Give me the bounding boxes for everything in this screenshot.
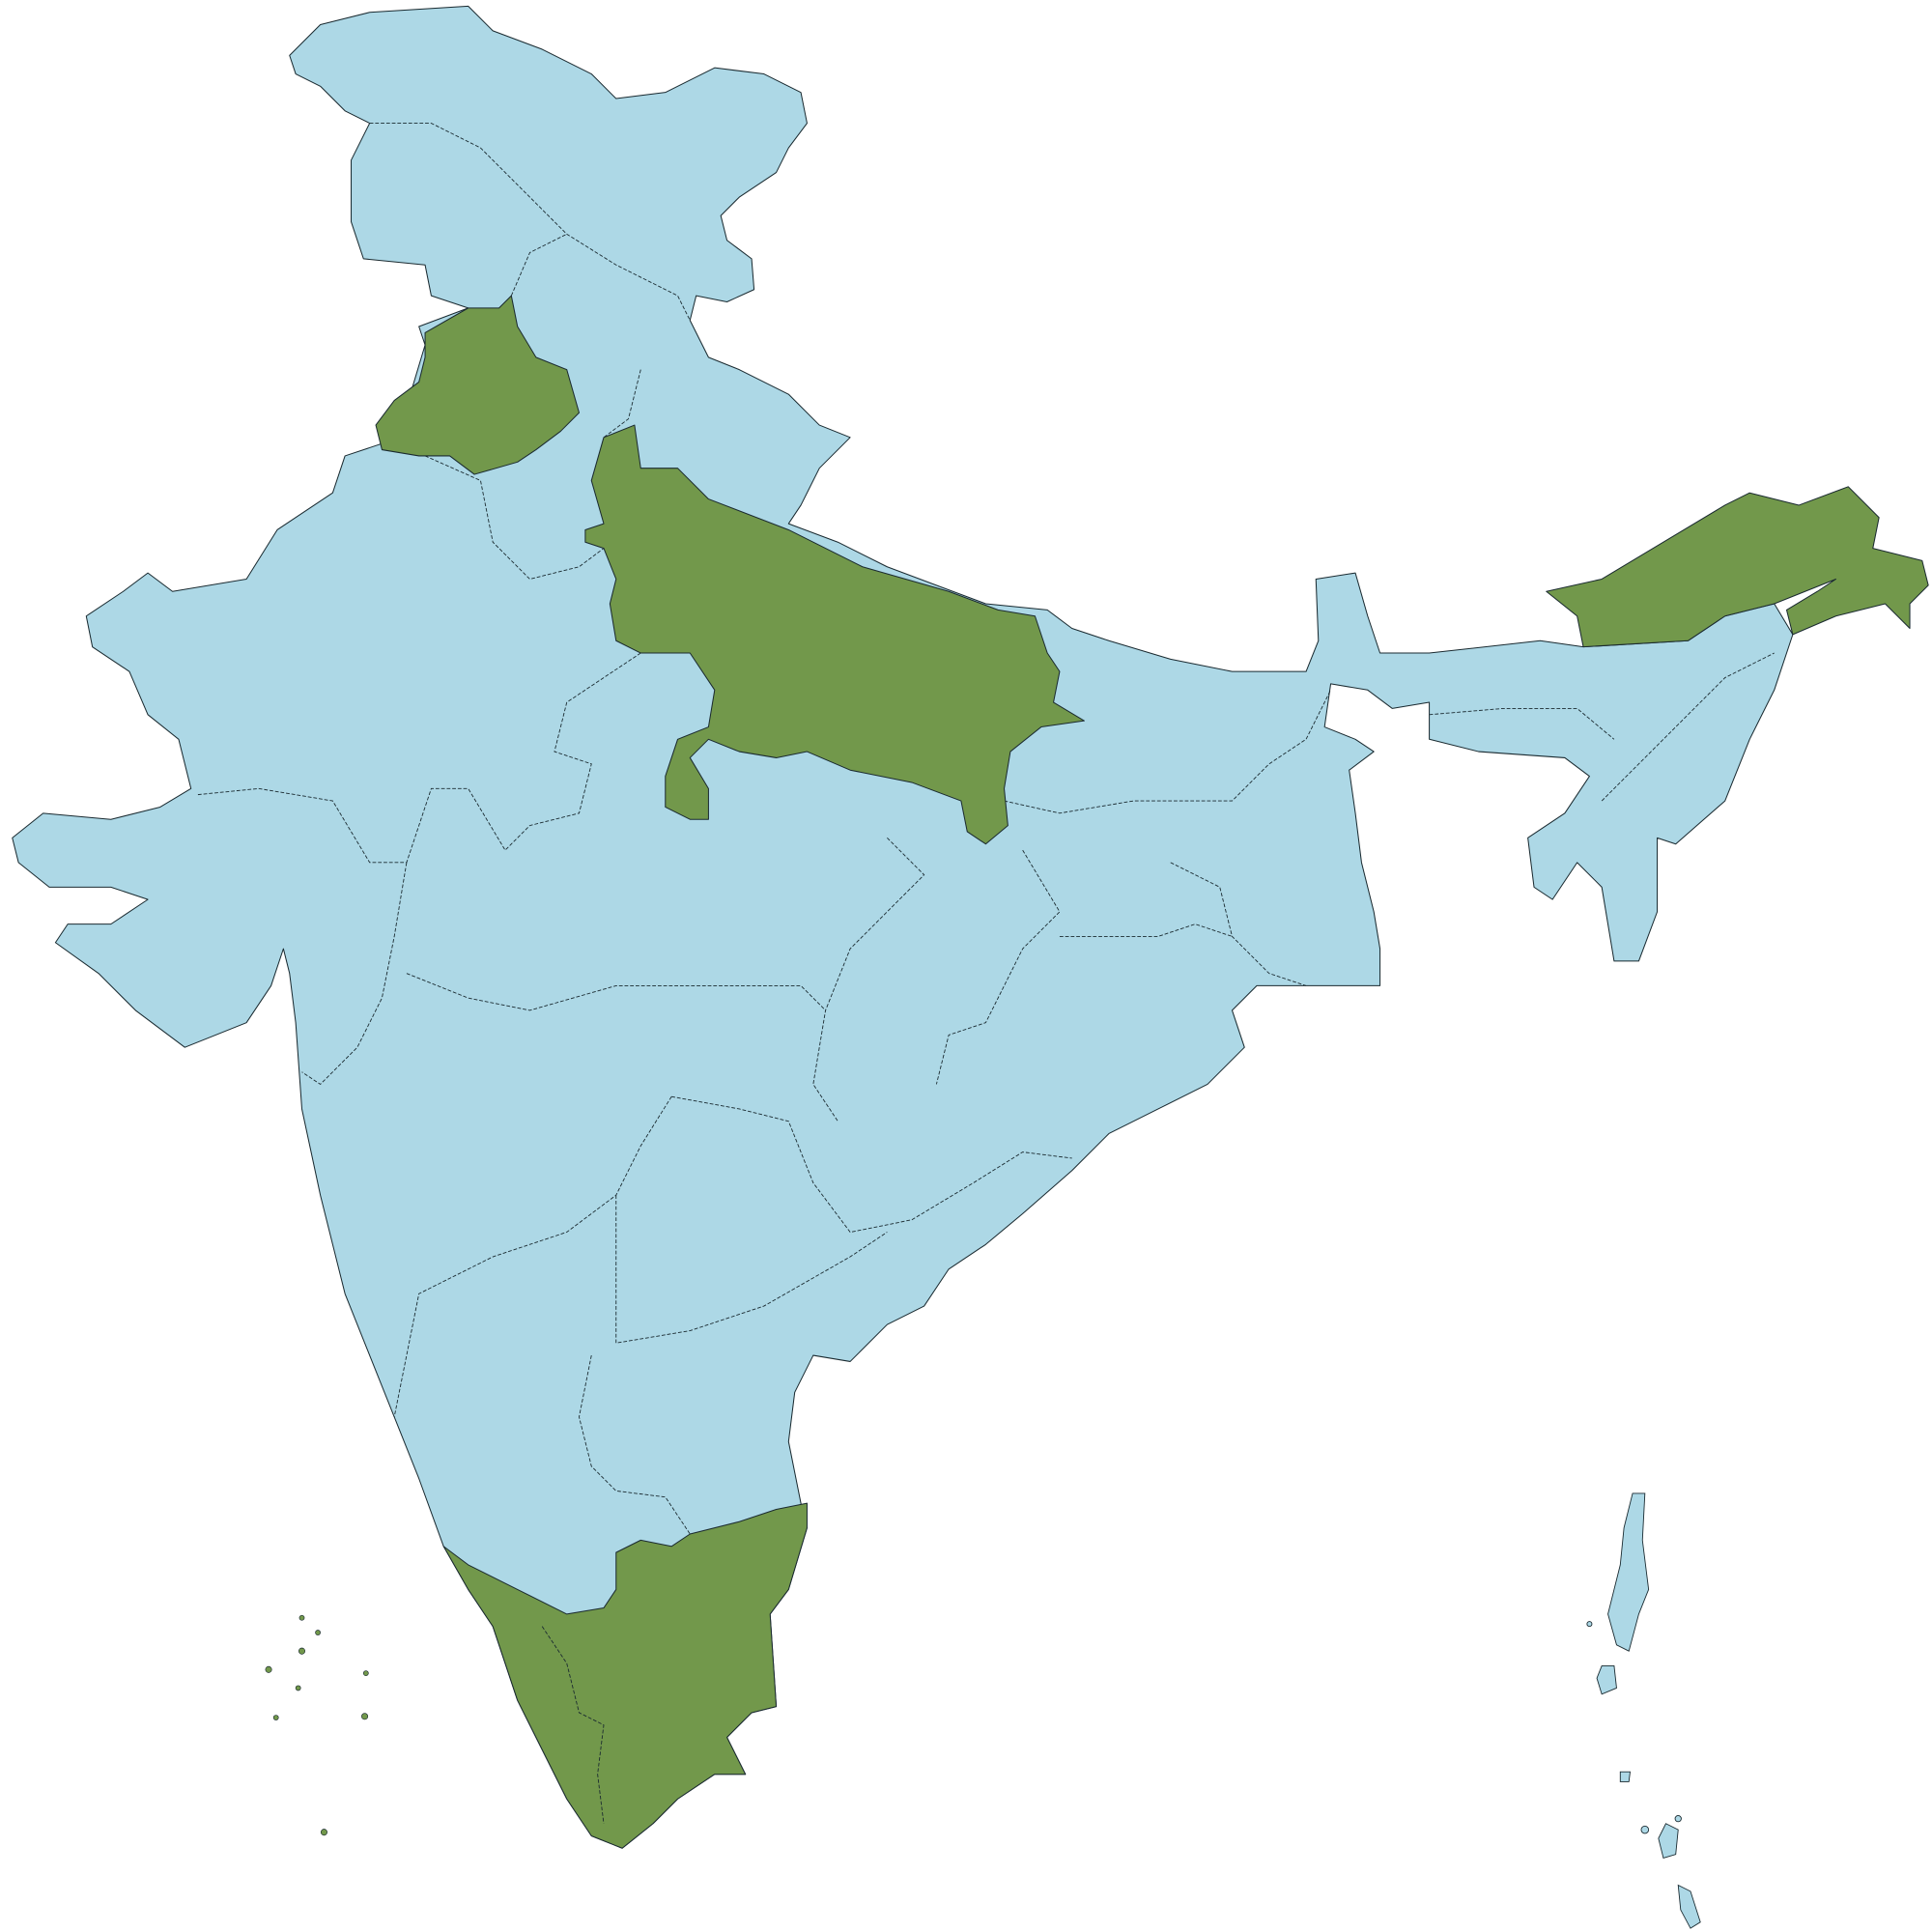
highlighted-region-north-east xyxy=(1546,486,1929,648)
state-border xyxy=(603,369,641,439)
state-border xyxy=(1601,652,1775,802)
island xyxy=(272,1715,279,1720)
island xyxy=(320,1829,327,1836)
island xyxy=(315,1630,321,1635)
island xyxy=(265,1665,272,1673)
state-border xyxy=(406,973,826,1011)
highlighted-region-north xyxy=(584,424,1085,845)
base-islands-east xyxy=(1586,1492,1701,1929)
island xyxy=(1658,1823,1679,1860)
state-border xyxy=(1059,923,1233,937)
state-border xyxy=(579,1354,691,1535)
island xyxy=(298,1614,305,1621)
internal-borders xyxy=(197,123,1775,1535)
highlighted-regions xyxy=(265,295,1929,1849)
island xyxy=(1640,1825,1650,1834)
state-border xyxy=(510,233,567,297)
state-border xyxy=(197,652,641,864)
state-border xyxy=(393,1095,672,1417)
state-border xyxy=(1004,690,1331,814)
island xyxy=(295,1685,301,1691)
highlighted-region-north-west xyxy=(375,295,580,475)
highlighted-region-south xyxy=(442,1502,808,1849)
island xyxy=(298,1647,306,1655)
state-border xyxy=(671,1095,1072,1234)
island xyxy=(1674,1815,1682,1823)
island xyxy=(1607,1492,1650,1652)
island xyxy=(1677,1884,1701,1929)
state-border xyxy=(301,862,408,1086)
state-border xyxy=(812,838,925,1122)
state-border xyxy=(369,123,691,321)
island xyxy=(362,1670,369,1677)
island xyxy=(361,1713,369,1720)
island xyxy=(1596,1665,1617,1695)
state-border xyxy=(615,1195,888,1344)
state-border xyxy=(424,455,605,580)
state-border xyxy=(541,1626,605,1824)
country-base-region xyxy=(12,5,1794,1849)
highlighted-islands-west xyxy=(265,1614,369,1836)
state-border xyxy=(1429,707,1615,740)
island xyxy=(1586,1621,1593,1628)
island xyxy=(1619,1771,1632,1782)
state-border xyxy=(1170,862,1307,986)
